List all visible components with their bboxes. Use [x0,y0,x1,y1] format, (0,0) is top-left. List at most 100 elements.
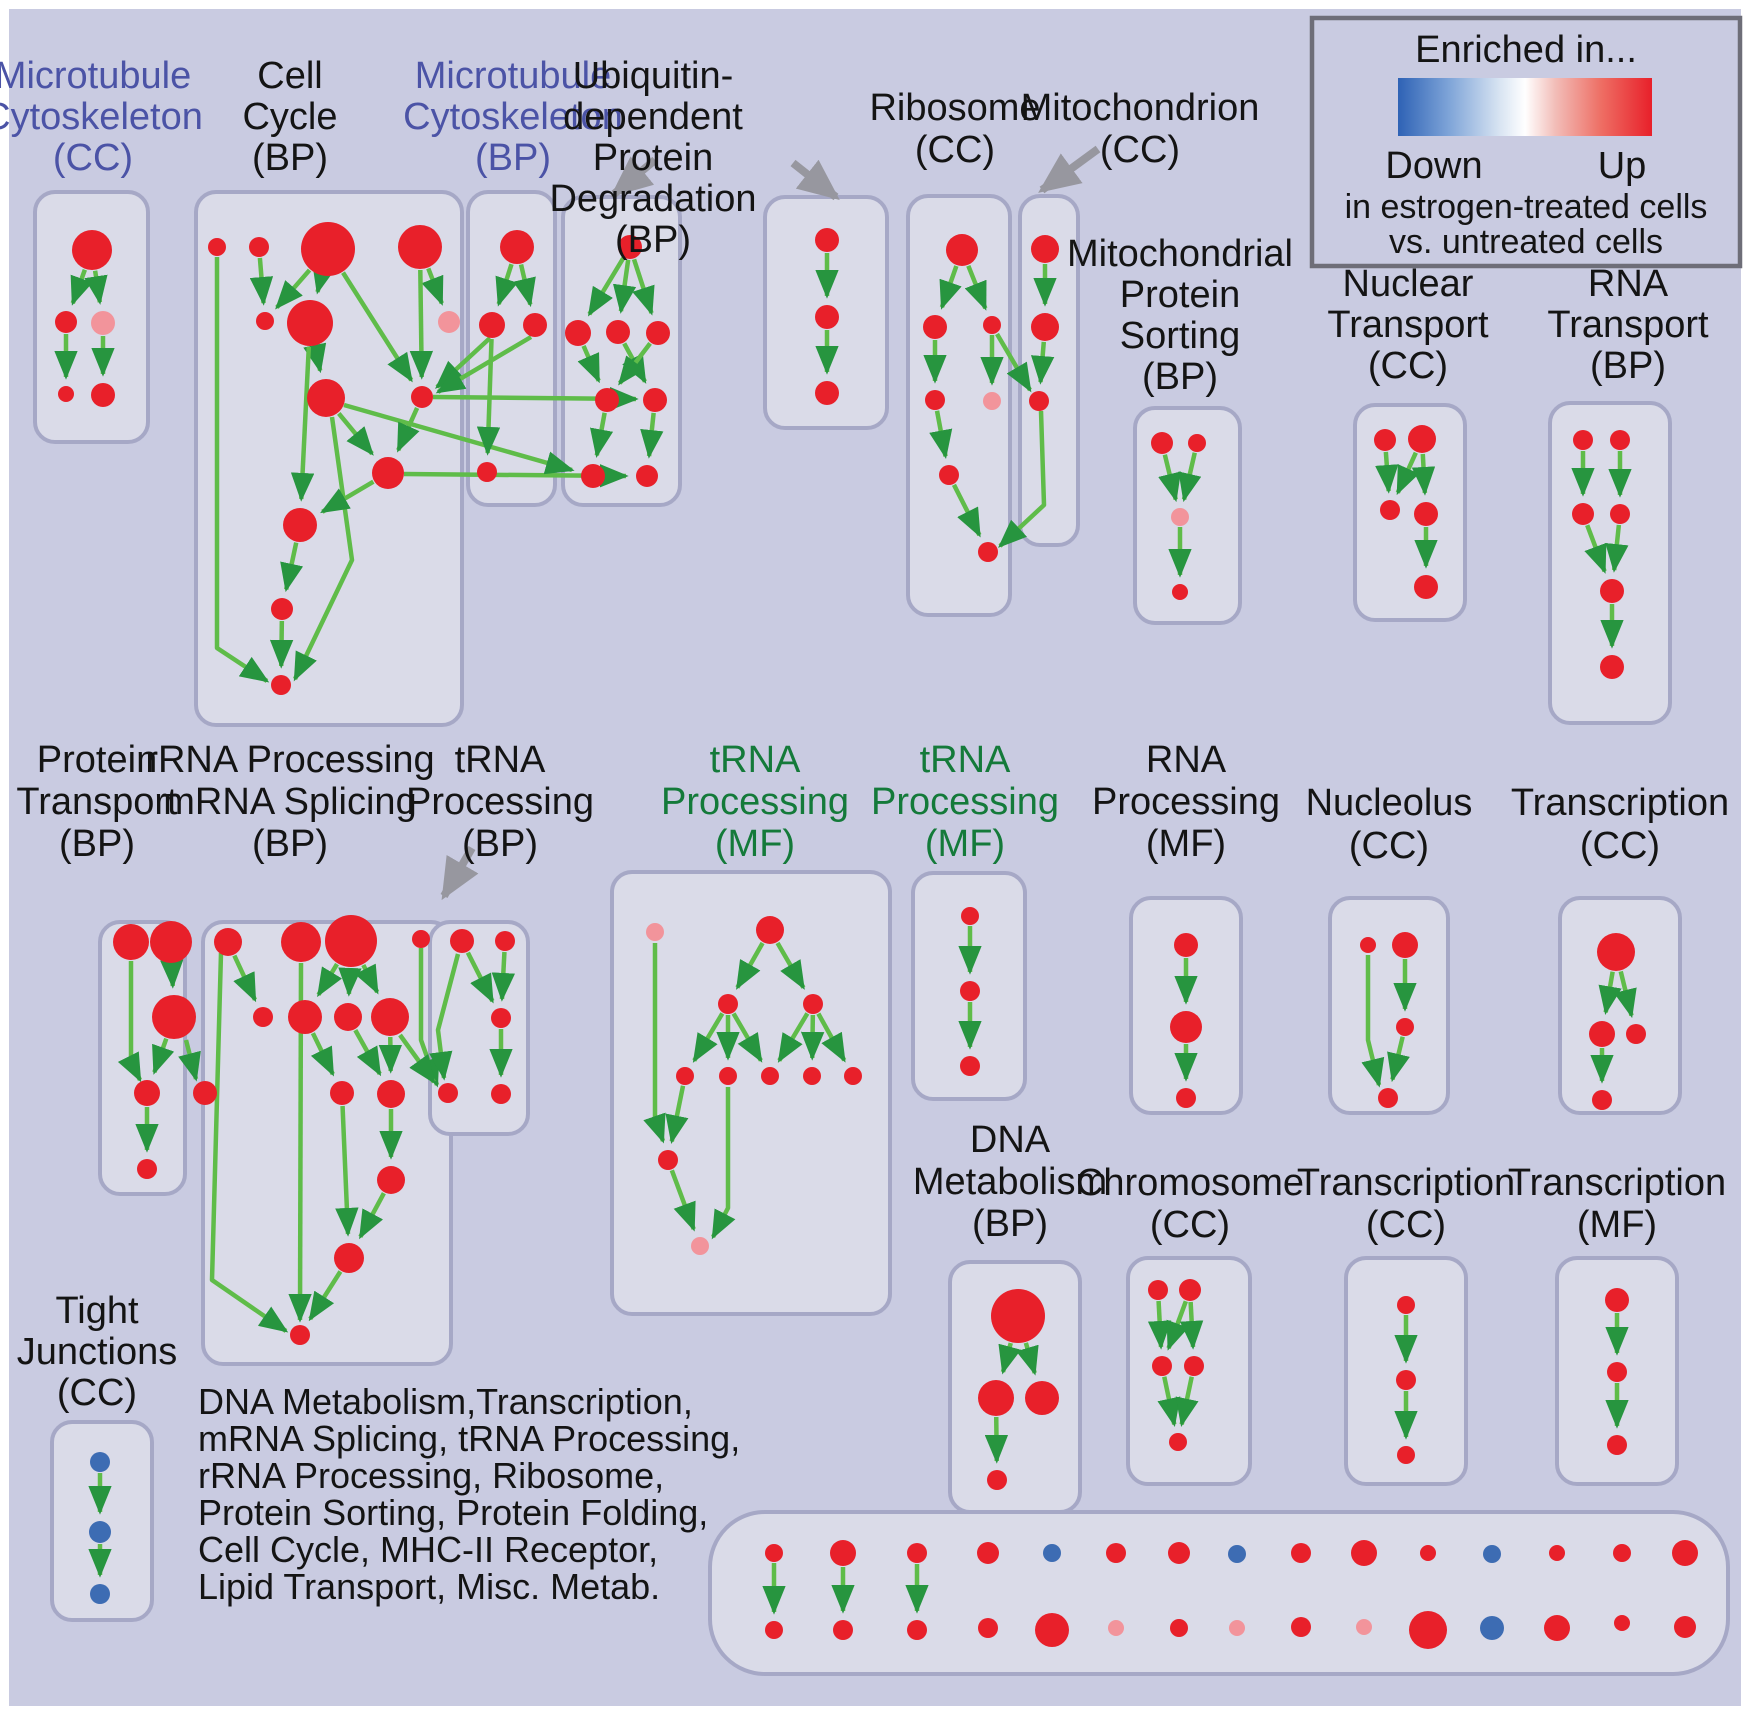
go-node-red [676,1067,694,1085]
go-node-red [271,598,293,620]
go-node-pink [1356,1619,1372,1635]
go-node-red [1172,584,1188,600]
go-node-red [1600,579,1624,603]
cluster-label-10: rRNA Processing mRNA Splicing (BP) [145,739,434,865]
edge-arrow [269,620,294,669]
cluster-label-18: Chromosome (CC) [1076,1162,1304,1246]
go-node-blue [1483,1545,1501,1563]
go-node-red [581,464,605,488]
go-node-red [1600,655,1624,679]
go-node-red [595,388,619,412]
go-node-red [658,1150,678,1170]
edge-arrow [1179,1301,1204,1350]
go-node-red [134,1080,160,1106]
edge-arrow [631,258,655,316]
edge-arrow [587,256,626,317]
edge-arrow [617,341,652,386]
cluster-label-8: RNA Transport (BP) [1547,263,1709,387]
go-node-pink [691,1237,709,1255]
go-node-red [1408,425,1436,453]
edge-arrow [711,1087,736,1240]
go-node-red [450,929,474,953]
edge-arrow [117,961,143,1083]
edge-arrow [280,542,304,593]
cluster-label-15: Nucleolus (CC) [1306,782,1473,867]
legend-box [1309,15,1743,269]
edge-arrow [1584,524,1607,574]
go-node-red [1025,1381,1059,1415]
edge-arrow [421,267,444,306]
edge-arrow [1361,955,1385,1088]
go-node-red [960,981,980,1001]
go-node-red [646,321,670,345]
edge-arrow [275,268,312,310]
cluster-box-rna-processing-mf [1129,896,1243,1115]
go-node-red [1148,1280,1168,1300]
edge-arrow [731,1012,763,1063]
go-node-red [1360,937,1376,953]
go-node-red [1409,1611,1447,1649]
go-node-red [1597,933,1635,971]
go-node-red [1151,432,1173,454]
go-node-red [55,311,77,333]
go-node-red [907,1620,927,1640]
label-pointer-arrow [790,159,840,201]
go-node-red [371,998,409,1036]
edge-arrow [984,1416,1009,1464]
legend-title: Enriched in... [1415,29,1637,71]
go-node-pink [438,311,460,333]
go-node-red [1614,1615,1630,1631]
go-node-red [1607,1362,1627,1382]
go-node-red [249,237,269,257]
edge-arrow [1030,341,1055,385]
go-node-red [961,907,979,925]
go-node-red [495,931,515,951]
go-node-red [271,675,291,695]
edge-arrow [312,263,336,295]
go-node-red [1589,1021,1615,1047]
go-node-red [334,1003,362,1031]
edge-arrow [1411,453,1436,496]
label-pointer-arrow [440,845,479,901]
go-node-red [978,1618,998,1638]
go-node-red [1605,1288,1629,1312]
go-node-red [1174,933,1198,957]
go-node-red [977,1542,999,1564]
go-node-red [815,228,839,252]
edge-arrow [320,479,375,514]
go-node-red [330,1081,354,1105]
edge-arrow [939,265,962,310]
go-node-red [334,1243,364,1273]
cluster-label-11: tRNA Processing (BP) [406,739,594,865]
note-line-3: Protein Sorting, Protein Folding, [198,1492,708,1533]
go-node-red [1396,1018,1414,1036]
edge-arrow [178,1039,201,1082]
go-node-red [377,1080,405,1108]
go-node-blue [89,1521,111,1543]
go-node-red [438,1083,458,1103]
go-node-red [398,225,442,269]
cluster-label-7: Nuclear Transport (CC) [1327,263,1489,387]
go-node-red [946,234,978,266]
go-node-red [761,1067,779,1085]
go-node-red [1674,1616,1696,1638]
go-node-red [307,379,345,417]
edge-arrow [590,412,614,459]
edge-arrow [343,402,575,475]
edge-arrow [998,410,1047,548]
edge-arrow [1598,971,1622,1015]
go-node-red [1152,1356,1172,1376]
edge-arrow [777,1012,810,1063]
go-node-red [1168,1542,1190,1564]
go-node-red [1549,1545,1565,1561]
go-node-red [960,1056,980,1076]
go-node-red [1176,1088,1196,1108]
go-node-red [1607,1435,1627,1455]
cluster-label-5: Mitochondrion (CC) [1021,87,1260,171]
go-node-pink [1171,508,1189,526]
edge-arrow [640,412,664,459]
legend-gradient-bar [1398,78,1652,136]
go-node-red [815,305,839,329]
go-node-red [301,222,355,276]
edge-arrow [353,1028,382,1077]
